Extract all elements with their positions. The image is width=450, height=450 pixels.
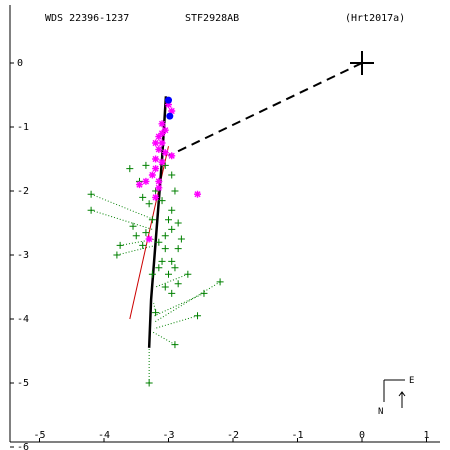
residual-lines xyxy=(90,193,221,383)
y-tick-label: -4 xyxy=(17,314,29,325)
compass-east-label: E xyxy=(409,376,414,386)
micrometer-plus-point xyxy=(184,270,192,278)
micrometer-plus-point xyxy=(152,309,160,317)
micrometer-plus-point xyxy=(168,257,176,265)
micrometer-plus-point xyxy=(126,165,134,173)
micrometer-plus-point xyxy=(87,190,95,198)
y-tick-label: -3 xyxy=(17,250,29,261)
speckle-star-point xyxy=(158,129,166,137)
speckle-star-point xyxy=(148,171,156,179)
x-tick-label: -1 xyxy=(291,430,303,441)
compass-north-label: N xyxy=(378,407,383,417)
x-tick-label: 0 xyxy=(359,430,365,441)
micrometer-plus-point xyxy=(171,264,179,272)
speckle-star-point xyxy=(168,107,176,115)
micrometer-plus-point xyxy=(158,257,166,265)
residual-line xyxy=(152,331,176,346)
y-tick-label: -2 xyxy=(17,186,29,197)
micrometer-plus-point xyxy=(113,251,121,259)
speckle-star-point xyxy=(142,177,150,185)
micrometer-plus-point xyxy=(142,161,150,169)
axes: -5 -4 -3 -2 -1 0 1 0 -1 -2 -3 -4 -5 -6 xyxy=(9,5,440,450)
speckle-star-point xyxy=(168,152,176,160)
micrometer-plus-point xyxy=(168,289,176,297)
micrometer-plus-point xyxy=(177,235,185,243)
speckle-star-point xyxy=(194,190,202,198)
micrometer-plus-point xyxy=(161,161,169,169)
residual-line xyxy=(154,292,205,317)
compass-arrow-head xyxy=(398,391,406,397)
wds-designation: WDS 22396-1237 xyxy=(45,13,129,24)
speckle-star-point xyxy=(165,101,172,109)
micrometer-plus-point xyxy=(152,187,160,195)
x-tick-label: 1 xyxy=(423,430,429,441)
y-tick-label: -6 xyxy=(17,442,29,450)
speckle-star-point xyxy=(155,184,163,192)
speckle-star-point xyxy=(161,149,169,157)
x-tick-label: -2 xyxy=(227,430,239,441)
speckle-star-point xyxy=(155,145,163,153)
speckle-star-point xyxy=(135,181,143,189)
compass-rose: E N xyxy=(378,376,414,417)
micrometer-plus-point xyxy=(158,197,166,205)
x-tick-label: -3 xyxy=(162,430,174,441)
speckle-star-point xyxy=(152,139,160,147)
speckle-star-point xyxy=(158,158,166,166)
data-markers xyxy=(87,96,224,387)
micrometer-plus-point xyxy=(145,379,153,387)
speckle-star-point xyxy=(161,126,169,134)
y-tick-label: -1 xyxy=(17,122,29,133)
micrometer-plus-point xyxy=(171,187,179,195)
micrometer-plus-point xyxy=(165,216,172,224)
x-tick-label: -4 xyxy=(98,430,110,441)
y-tick-label: 0 xyxy=(17,58,23,69)
micrometer-plus-point xyxy=(148,216,156,224)
speckle-star-point xyxy=(158,139,166,147)
micrometer-plus-point xyxy=(216,278,224,286)
micrometer-plus-point xyxy=(87,206,95,214)
micrometer-plus-point xyxy=(155,238,163,246)
speckle-star-point xyxy=(155,177,163,185)
micrometer-plus-point xyxy=(171,341,179,349)
micrometer-plus-point xyxy=(168,225,176,233)
recent-dot-point xyxy=(165,96,172,104)
residual-line xyxy=(154,281,221,323)
residual-line xyxy=(116,244,156,256)
periastron-line xyxy=(168,62,363,157)
micrometer-plus-point xyxy=(168,206,176,214)
micrometer-plus-point xyxy=(168,171,176,179)
micrometer-plus-point xyxy=(161,283,169,291)
micrometer-plus-point xyxy=(142,229,150,237)
micrometer-plus-point xyxy=(174,280,182,288)
micrometer-plus-point xyxy=(155,264,163,272)
micrometer-plus-point xyxy=(194,312,202,320)
micrometer-plus-point xyxy=(200,289,208,297)
micrometer-plus-point xyxy=(145,200,153,208)
micrometer-plus-point xyxy=(139,193,147,201)
micrometer-plus-point xyxy=(174,219,182,227)
x-tick-label: -5 xyxy=(33,430,45,441)
y-tick-label: -5 xyxy=(17,378,29,389)
micrometer-plus-point xyxy=(161,245,169,253)
pair-name: STF2928AB xyxy=(185,13,239,24)
micrometer-plus-point xyxy=(174,245,182,253)
speckle-star-point xyxy=(152,155,160,163)
micrometer-plus-point xyxy=(129,222,137,230)
speckle-star-point xyxy=(145,235,153,243)
speckle-star-point xyxy=(152,165,160,173)
recent-dot-point xyxy=(166,112,174,120)
micrometer-plus-point xyxy=(165,270,172,278)
speckle-star-point xyxy=(155,133,163,141)
reference: (Hrt2017a) xyxy=(345,13,405,24)
speckle-star-point xyxy=(152,193,160,201)
speckle-star-point xyxy=(158,120,166,128)
micrometer-plus-point xyxy=(161,232,169,240)
micrometer-plus-point xyxy=(116,241,124,249)
micrometer-plus-point xyxy=(148,270,156,278)
micrometer-plus-point xyxy=(132,232,140,240)
micrometer-plus-point xyxy=(139,241,147,249)
